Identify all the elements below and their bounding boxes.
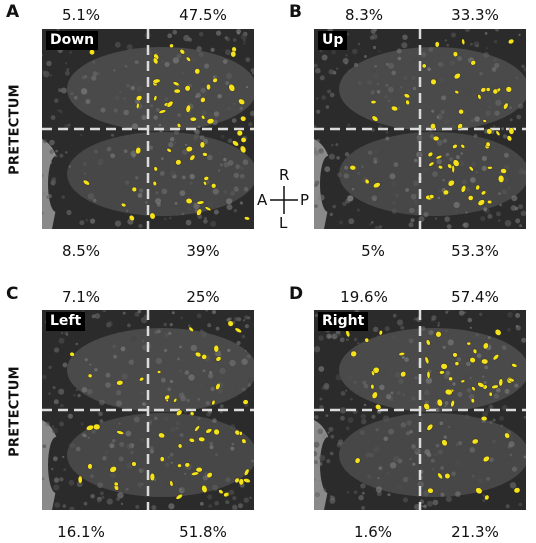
pct-a-bottom-left: 8.5%: [61, 242, 101, 260]
pct-a-top-right: 47.5%: [179, 6, 227, 24]
pct-c-bottom-right: 51.8%: [179, 523, 227, 541]
pct-d-bottom-right: 21.3%: [451, 523, 499, 541]
pct-c-top-right: 25%: [186, 288, 220, 306]
pct-d-bottom-left: 1.6%: [353, 523, 393, 541]
panel-image-b: Up: [314, 29, 526, 229]
pretectum-label-top: PRETECTUM: [7, 84, 23, 175]
panel-letter-a: A: [6, 2, 20, 22]
pct-c-bottom-left: 16.1%: [57, 523, 105, 541]
compass-a: A: [257, 191, 268, 209]
panel-image-c: Left: [42, 310, 254, 510]
compass-l: L: [279, 214, 288, 232]
panel-letter-d: D: [289, 284, 304, 304]
compass-cross-icon: [270, 186, 298, 214]
panel-letter-c: C: [6, 284, 19, 304]
pct-b-bottom-right: 53.3%: [451, 242, 499, 260]
pct-b-top-right: 33.3%: [451, 6, 499, 24]
tissue-image-c: [42, 310, 254, 510]
direction-label-a: Down: [46, 31, 99, 50]
direction-label-d: Right: [318, 312, 369, 331]
pct-c-top-left: 7.1%: [61, 288, 101, 306]
panel-letter-b: B: [289, 2, 302, 22]
pretectum-label-bottom: PRETECTUM: [7, 366, 23, 457]
compass: R A P L: [256, 166, 312, 232]
tissue-image-b: [314, 29, 526, 229]
direction-label-b: Up: [318, 31, 348, 50]
panel-image-d: Right: [314, 310, 526, 510]
pct-a-bottom-right: 39%: [186, 242, 220, 260]
pct-b-bottom-left: 5%: [361, 242, 385, 260]
compass-r: R: [279, 166, 290, 184]
panel-image-a: Down: [42, 29, 254, 229]
direction-label-c: Left: [46, 312, 86, 331]
tissue-image-a: [42, 29, 254, 229]
pct-d-top-right: 57.4%: [451, 288, 499, 306]
pct-a-top-left: 5.1%: [61, 6, 101, 24]
tissue-image-d: [314, 310, 526, 510]
pct-d-top-left: 19.6%: [340, 288, 388, 306]
pct-b-top-left: 8.3%: [344, 6, 384, 24]
compass-p: P: [300, 191, 310, 209]
